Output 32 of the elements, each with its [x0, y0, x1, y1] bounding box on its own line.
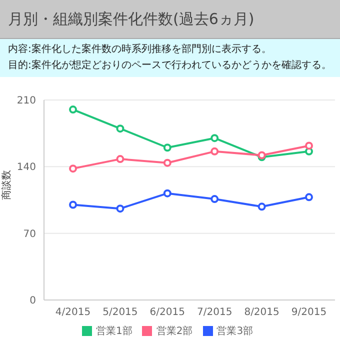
text: 目的:案件化が想定どおりのペースで行われているかどうかを確認する。 [8, 58, 332, 73]
point [116, 204, 124, 213]
x-tick-label: 5/2015 [102, 307, 138, 318]
point [163, 189, 172, 198]
point [69, 106, 77, 114]
legend-label: 営業3部 [216, 326, 254, 337]
point [116, 155, 124, 164]
point [210, 195, 219, 204]
y-tick-label: 0 [30, 296, 36, 307]
point [116, 124, 124, 133]
point [69, 200, 77, 209]
chart-title: 月別・組織別案件化件数(過去6ヵ月) [0, 0, 340, 39]
x-tick-label: 4/2015 [55, 307, 91, 318]
point [210, 134, 219, 142]
point [258, 202, 266, 211]
x-tick-label: 8/2015 [244, 307, 280, 318]
y-tick-label: 140 [16, 162, 36, 174]
point [210, 147, 219, 156]
legend-label: 営業1部 [96, 326, 132, 337]
point [163, 158, 172, 167]
point [305, 142, 313, 150]
y-axis-title: 商談数 [0, 170, 13, 200]
x-tick-label: 6/2015 [150, 307, 185, 318]
point [305, 193, 313, 202]
legend-label: 営業2部 [156, 326, 193, 337]
y-tick-label: 70 [23, 228, 36, 240]
point [163, 144, 172, 152]
x-tick-label: 7/2015 [197, 307, 232, 318]
x-tick-label: 9/2015 [291, 307, 327, 318]
point [69, 164, 77, 173]
chart-subtitle: 内容:案件化した案件数の時系列推移を部門別に表示する。 [8, 42, 272, 57]
y-tick-label: 210 [16, 96, 36, 107]
